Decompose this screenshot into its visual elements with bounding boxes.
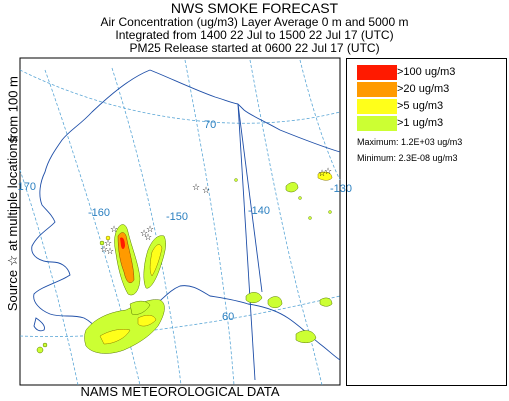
legend-swatch-1	[357, 116, 397, 131]
plume-central-red	[120, 237, 125, 249]
source-star: ☆	[318, 169, 326, 179]
source-height-label: from 100 m	[5, 76, 21, 142]
legend-maximum: Maximum: 1.2E+03 ug/m3	[357, 137, 463, 147]
subtitle-concentration: Air Concentration (ug/m3) Layer Average …	[100, 15, 409, 29]
grid-labels: -170 -160 -150 -140 -130 70 60	[14, 119, 352, 323]
source-markers: ☆ ☆ ☆ ☆ ☆ ☆ ☆ ☆ ☆ ☆ ☆	[100, 167, 332, 257]
plume-canada-5	[295, 330, 317, 343]
legend-label-100: >100 ug/m3	[397, 66, 456, 78]
plume-canada-4	[317, 171, 333, 181]
plume-south-yellow	[99, 329, 131, 345]
legend-minimum: Minimum: 2.3E-08 ug/m3	[357, 153, 458, 163]
us-canada-border	[237, 103, 263, 293]
data-source-label: NAMS METEOROLOGICAL DATA	[80, 384, 280, 399]
map-title: NWS SMOKE FORECAST	[170, 0, 339, 16]
legend-label-20: >20 ug/m3	[397, 83, 450, 95]
plume-east-yellow	[149, 244, 163, 277]
plume-south-yellow-b	[137, 315, 157, 327]
lat-70-line	[19, 69, 341, 124]
source-star: ☆	[106, 247, 114, 257]
meridian-140	[184, 59, 235, 386]
legend: >100 ug/m3 >20 ug/m3 >5 ug/m3 >1 ug/m3 M…	[346, 58, 507, 386]
legend-swatch-100	[357, 65, 397, 80]
plume-canada-3	[285, 182, 299, 193]
source-star: ☆	[202, 186, 210, 196]
source-star: ☆	[192, 183, 200, 193]
plume-canada-1	[245, 292, 263, 303]
meridian-170	[19, 169, 79, 386]
source-star: ☆	[144, 233, 152, 243]
meridian-120	[299, 59, 341, 181]
map-frame	[19, 57, 341, 386]
legend-swatch-20	[357, 82, 397, 97]
grid-label-60: 60	[222, 311, 234, 323]
subtitle-integration: Integrated from 1400 22 Jul to 1500 22 J…	[115, 28, 394, 42]
source-star: ☆	[100, 245, 108, 255]
lat-60-line	[19, 295, 341, 337]
source-star: ☆	[140, 229, 148, 239]
legend-label-1: >1 ug/m3	[397, 117, 444, 129]
plume-south-green-b	[129, 300, 151, 315]
coastline	[31, 69, 341, 381]
plume-canada-6	[319, 297, 333, 307]
source-label: Source ☆ at multiple locations	[5, 136, 20, 312]
meridian-150	[111, 67, 182, 386]
grid-label-70: 70	[204, 119, 216, 131]
source-star: ☆	[324, 167, 332, 177]
source-star: ☆	[110, 225, 118, 235]
grid-label-150: -150	[166, 211, 188, 223]
source-star: ☆	[104, 239, 112, 249]
grid-label-140: -140	[248, 205, 270, 217]
subtitle-release: PM25 Release started at 0600 22 Jul 17 (…	[129, 41, 380, 55]
smoke-plumes	[36, 171, 333, 354]
plume-canada-2	[267, 296, 283, 308]
grid-label-170: -170	[14, 181, 36, 193]
plume-south-green	[84, 299, 165, 354]
legend-swatch-5	[357, 99, 397, 114]
grid-label-160: -160	[88, 207, 110, 219]
legend-label-5: >5 ug/m3	[397, 100, 444, 112]
meridian-160	[44, 69, 141, 386]
source-star: ☆	[146, 225, 154, 235]
